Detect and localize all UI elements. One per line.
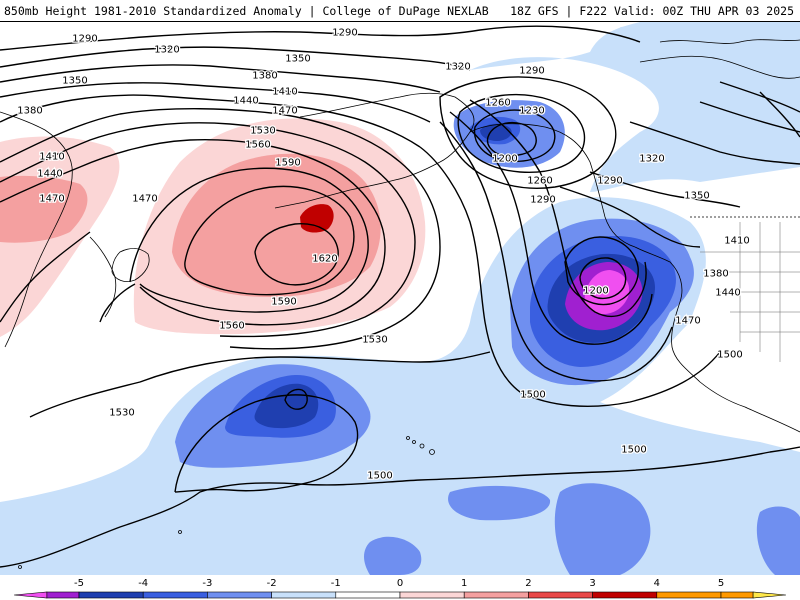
contour-label: 1560 — [245, 140, 270, 151]
contour-labels: 1290 1320 1290 1350 1350 1380 1320 1410 1440 1470… — [16, 26, 751, 483]
contour-label: 1470 — [675, 316, 700, 327]
anomaly-pos3-fill — [300, 204, 334, 233]
contour-label: 1620 — [312, 254, 337, 265]
legend-tick-label: 2 — [525, 578, 531, 589]
contour-label: 1440 — [37, 169, 62, 180]
contour-label: 1500 — [621, 445, 646, 456]
contour-label: 1290 — [597, 176, 622, 187]
map-title: 850mb Height 1981-2010 Standardized Anom… — [4, 4, 489, 18]
legend-tick-label: -3 — [202, 578, 212, 589]
weather-map: 1290 1320 1290 1350 1350 1380 1320 1410 1440 1470… — [0, 22, 800, 575]
legend-swatch — [78, 591, 144, 599]
legend-swatch — [399, 591, 465, 599]
contour-label: 1320 — [445, 62, 470, 73]
height-contours — [0, 25, 800, 568]
contour-label: 1350 — [62, 76, 87, 87]
contour-label: 1530 — [362, 335, 387, 346]
contour-label: 1590 — [275, 158, 300, 169]
contour-label: 1440 — [715, 288, 740, 299]
contour-label: 1590 — [271, 297, 296, 308]
legend-swatch — [142, 591, 208, 599]
legend-tick-label: 4 — [654, 578, 660, 589]
contour-label: 1290 — [332, 28, 357, 39]
legend-swatch — [463, 591, 529, 599]
contour-label: 1500 — [717, 350, 742, 361]
contour-label: 1440 — [233, 96, 258, 107]
contour-label: 1470 — [272, 106, 297, 117]
contour-label: 1410 — [39, 152, 64, 163]
contour-label: 1410 — [272, 87, 297, 98]
legend-swatch — [720, 591, 754, 599]
contour-label: 1500 — [367, 471, 392, 482]
contour-label: 1200 — [583, 286, 608, 297]
coastlines — [0, 39, 800, 569]
legend-tick-label: 3 — [589, 578, 595, 589]
contour-label: 1200 — [492, 154, 517, 165]
legend-swatch — [752, 591, 787, 599]
legend-tick-label: -5 — [74, 578, 84, 589]
contour-label: 1410 — [724, 236, 749, 247]
legend-tick-label: -2 — [267, 578, 277, 589]
contour-label: 1500 — [520, 390, 545, 401]
contour-label: 1530 — [250, 126, 275, 137]
legend-swatch — [13, 591, 48, 599]
legend-swatch — [656, 591, 722, 599]
legend-swatch — [592, 591, 658, 599]
contour-label: 1260 — [527, 176, 552, 187]
model-run-info: 18Z GFS | F222 Valid: 00Z THU APR 03 202… — [510, 4, 794, 18]
contour-label: 1290 — [530, 195, 555, 206]
contour-label: 1230 — [519, 106, 544, 117]
contour-label: 1380 — [252, 71, 277, 82]
legend-swatch — [271, 591, 337, 599]
contour-label: 1560 — [219, 321, 244, 332]
legend-swatch — [335, 591, 401, 599]
legend-swatch — [46, 591, 80, 599]
legend-tick-label: -1 — [331, 578, 341, 589]
contour-label: 1350 — [684, 191, 709, 202]
anomaly-pos2-fill — [0, 153, 381, 297]
contour-label: 1380 — [703, 269, 728, 280]
contour-label: 1320 — [639, 154, 664, 165]
legend-swatch — [207, 591, 272, 599]
contour-label: 1260 — [485, 98, 510, 109]
legend-tick-label: 1 — [461, 578, 467, 589]
contour-label: 1350 — [285, 54, 310, 65]
anomaly-colorbar: -5 -4 -3 -2 -1 0 1 2 3 4 5 — [0, 575, 800, 600]
contour-label: 1470 — [39, 194, 64, 205]
contour-label: 1380 — [17, 106, 42, 117]
legend-tick-label: 0 — [397, 578, 403, 589]
legend-swatch — [528, 591, 593, 599]
legend-tick-label: -4 — [138, 578, 148, 589]
legend-tick-label: 5 — [718, 578, 724, 589]
contour-label: 1470 — [132, 194, 157, 205]
contour-label: 1290 — [519, 66, 544, 77]
header-bar: 850mb Height 1981-2010 Standardized Anom… — [0, 0, 800, 22]
contour-label: 1290 — [72, 34, 97, 45]
contour-label: 1530 — [109, 408, 134, 419]
contour-label: 1320 — [154, 45, 179, 56]
